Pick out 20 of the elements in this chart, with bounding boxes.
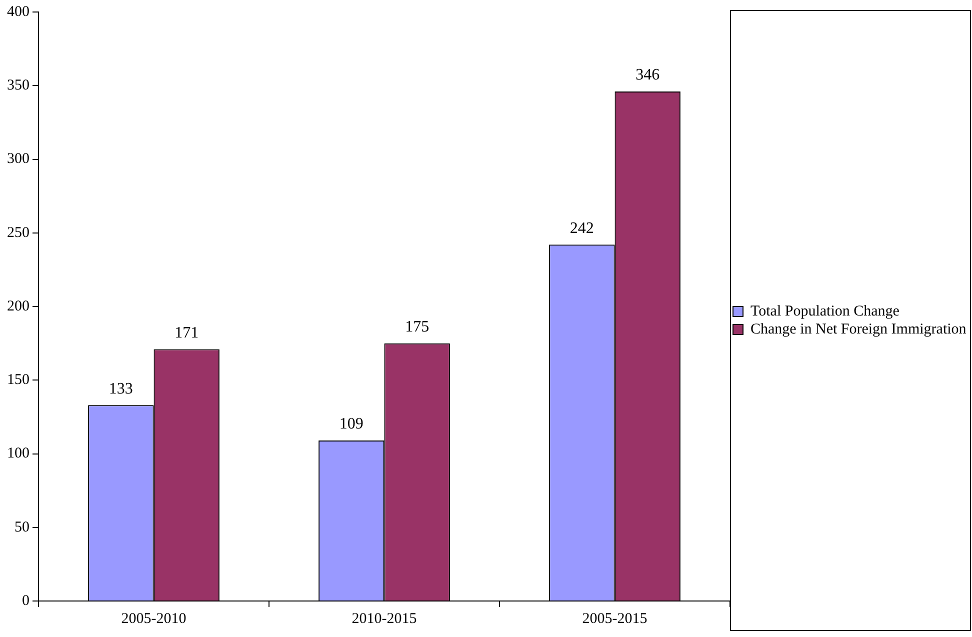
data-label: 109	[339, 416, 364, 433]
data-label: 175	[405, 318, 430, 336]
y-tick-label: 50	[14, 519, 30, 536]
y-tick-label: 250	[7, 224, 30, 241]
x-tick-label: 2005-2010	[121, 610, 186, 627]
x-tick-label: 2005-2015	[582, 610, 648, 627]
y-tick-label: 200	[7, 298, 30, 314]
legend-label: Total Population Change	[750, 303, 900, 320]
data-label: 242	[570, 220, 594, 237]
legend-label: Change in Net Foreign Immigration	[750, 321, 967, 338]
y-tick-label: 350	[7, 78, 30, 94]
data-label: 346	[636, 66, 660, 84]
y-tick-label: 300	[7, 151, 30, 168]
y-tick-label: 400	[7, 4, 30, 20]
x-tick-label: 2010-2015	[352, 610, 417, 627]
y-tick-label: 0	[22, 592, 30, 609]
data-label: 133	[108, 380, 133, 398]
y-tick-label: 100	[7, 446, 30, 462]
data-label: 171	[174, 324, 199, 342]
y-tick-label: 150	[7, 372, 30, 388]
